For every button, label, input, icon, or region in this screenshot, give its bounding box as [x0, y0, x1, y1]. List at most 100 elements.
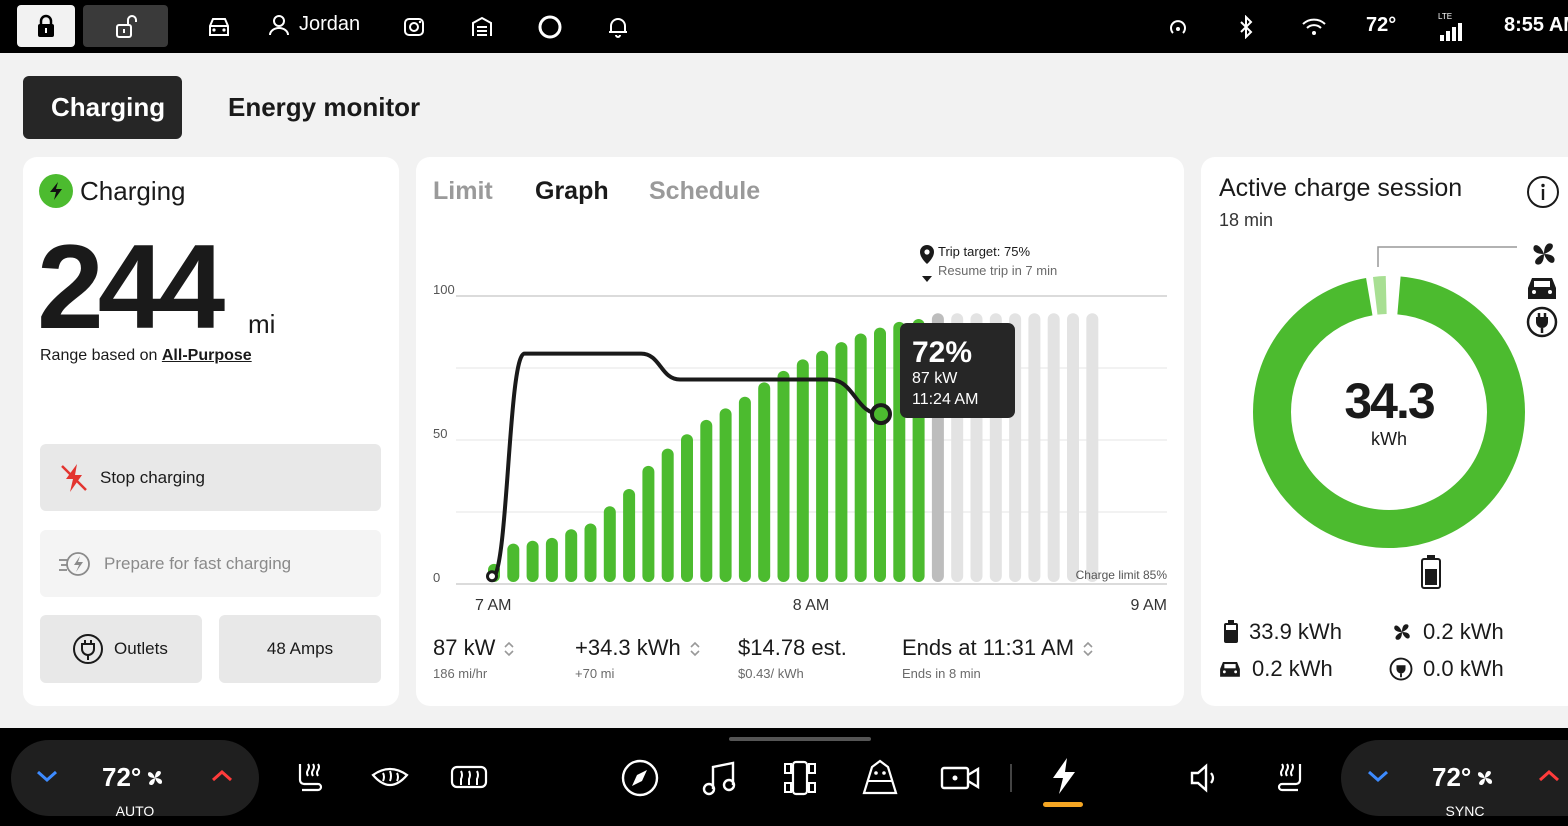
driver-climate-mode: AUTO	[115, 803, 155, 819]
charged-bar	[603, 506, 616, 582]
unlock-icon	[115, 15, 137, 38]
tab-graph[interactable]: Graph	[535, 177, 609, 205]
bluetooth-icon[interactable]	[1232, 13, 1260, 41]
tab-schedule[interactable]: Schedule	[649, 177, 761, 205]
chevron-down-icon	[37, 770, 57, 783]
front-defrost-icon[interactable]	[370, 758, 410, 798]
volume-icon[interactable]	[1184, 758, 1224, 798]
range-note-prefix: Range based on	[40, 347, 162, 364]
driver-temp[interactable]: 72°	[102, 762, 165, 793]
donut-callout-line	[1377, 246, 1517, 267]
breakdown-drive: 0.2 kWh	[1218, 656, 1333, 682]
stat-power-sub: 186 mi/hr	[433, 666, 488, 681]
navigation-icon[interactable]	[620, 758, 660, 798]
breakdown-climate: 0.2 kWh	[1391, 619, 1504, 645]
stop-charging-label: Stop charging	[100, 467, 205, 487]
driver-temp-value: 72°	[102, 762, 142, 792]
signal-icon	[1440, 23, 1462, 41]
chevron-up-icon	[212, 769, 232, 782]
outlets-button[interactable]: Outlets	[40, 615, 202, 683]
garage-icon[interactable]	[468, 13, 496, 41]
music-icon[interactable]	[700, 758, 740, 798]
session-total-unit: kWh	[1371, 429, 1407, 449]
charged-bar	[565, 529, 578, 582]
range-value: 244	[37, 220, 225, 354]
camera-icon[interactable]	[940, 758, 980, 798]
y-tick-label: 100	[433, 282, 455, 297]
unlock-button[interactable]	[83, 5, 168, 47]
lock-button[interactable]	[17, 5, 75, 47]
user-icon	[269, 14, 289, 35]
tab-charging[interactable]: Charging	[23, 76, 182, 139]
stat-cost-sub: $0.43/ kWh	[738, 666, 804, 681]
seat-heat-icon[interactable]	[290, 758, 330, 798]
driver-temp-down[interactable]	[35, 768, 59, 784]
charged-bar	[584, 523, 597, 582]
curve-start-marker	[486, 570, 498, 583]
tab-energy-monitor[interactable]: Energy monitor	[228, 92, 421, 122]
breakdown-battery-value: 33.9 kWh	[1249, 619, 1342, 644]
charging-chart: 0 50 100 7 AM 8 AM 9 AM 72%87 kW 11:24 AM Trip…	[433, 244, 1168, 614]
wifi-icon[interactable]	[1300, 13, 1328, 41]
passenger-seat-heat-icon[interactable]	[1270, 758, 1310, 798]
charged-bar	[854, 333, 867, 582]
drawer-handle[interactable]	[729, 737, 871, 741]
amps-button[interactable]: 48 Amps	[219, 615, 381, 683]
fan-icon	[1529, 239, 1559, 269]
stop-charging-button[interactable]: Stop charging	[40, 444, 381, 511]
breakdown-outlets-value: 0.0 kWh	[1423, 656, 1504, 681]
prepare-fast-charging-button[interactable]: Prepare for fast charging	[40, 530, 381, 597]
climate-dock: 72° AUTO	[0, 728, 1568, 826]
info-button[interactable]	[1526, 175, 1560, 209]
power-curve	[490, 351, 882, 581]
rear-defrost-icon[interactable]	[449, 758, 489, 798]
user-profile[interactable]: Jordan	[268, 13, 360, 36]
car-icon[interactable]	[205, 13, 233, 41]
breakdown-outlets: 0.0 kWh	[1389, 656, 1504, 682]
bell-icon[interactable]	[604, 13, 632, 41]
vehicle-controls-icon[interactable]	[780, 758, 820, 798]
driver-climate: 72° AUTO	[11, 740, 259, 819]
charged-bar	[661, 448, 674, 582]
car-icon	[1220, 661, 1240, 677]
stat-end-sub: Ends in 8 min	[902, 666, 981, 681]
curve-current-marker	[870, 403, 892, 426]
passenger-temp-down[interactable]	[1366, 768, 1390, 784]
toggle-icon	[1083, 642, 1093, 657]
charged-bar	[835, 342, 848, 582]
graph-card: Limit Graph Schedule 0 50 100 7 AM 8 AM 9 AM…	[416, 157, 1184, 706]
tab-limit[interactable]: Limit	[433, 177, 493, 205]
passenger-temp-up[interactable]	[1537, 768, 1561, 784]
passenger-temp[interactable]: 72°	[1432, 762, 1495, 793]
signal-indicator: LTE	[1438, 12, 1464, 41]
donut-ring-battery	[1253, 276, 1525, 548]
charged-bar	[642, 465, 655, 582]
charged-bar	[623, 488, 636, 582]
alexa-icon[interactable]	[536, 13, 564, 41]
y-tick-label: 0	[433, 570, 440, 585]
tooltip-power: 87 kW	[912, 370, 958, 387]
hotspot-icon[interactable]	[1164, 13, 1192, 41]
charging-card: Charging 244 mi Range based on All-Purpo…	[23, 157, 399, 706]
driver-temp-up[interactable]	[210, 768, 234, 784]
pet-mode-icon[interactable]	[860, 758, 900, 798]
stat-power-value: 87 kW	[433, 635, 496, 660]
range-mode-link[interactable]: All-Purpose	[161, 347, 252, 364]
stat-cost-value: $14.78 est.	[738, 635, 847, 660]
chevron-up-icon	[1539, 769, 1559, 782]
camera-icon[interactable]	[400, 13, 428, 41]
trip-target-label: Trip target: 75%	[938, 244, 1030, 259]
tooltip-percent: 72%	[912, 336, 972, 369]
passenger-climate: 72° SYNC	[1341, 740, 1568, 819]
charged-bar	[507, 543, 520, 582]
outlet-icon	[73, 634, 103, 664]
remaining-bar	[1086, 313, 1099, 582]
y-tick-label: 50	[433, 426, 447, 441]
fan-icon	[1394, 624, 1410, 640]
charge-limit-label: Charge limit 85%	[1076, 568, 1168, 582]
session-total-value: 34.3	[1344, 373, 1435, 429]
bolt-icon	[39, 174, 73, 208]
charging-icon[interactable]	[1044, 756, 1084, 796]
charged-bar	[719, 408, 732, 582]
tooltip-time: 11:24 AM	[912, 391, 978, 408]
